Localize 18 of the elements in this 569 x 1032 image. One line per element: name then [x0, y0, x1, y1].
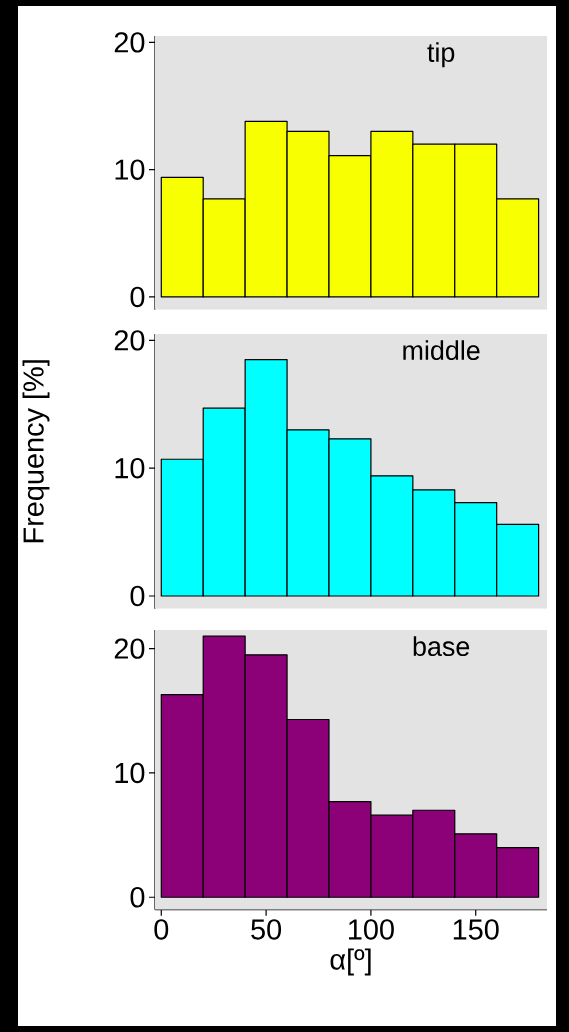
y-axis-title: Frequency [%] [22, 360, 50, 543]
y-tick-label: 0 [130, 585, 145, 607]
chart-title: middle [403, 340, 480, 361]
chart-title: tip [427, 42, 455, 68]
x-tick-label: 150 [453, 919, 499, 940]
y-tick-label: 10 [115, 159, 145, 180]
chart-title: base [413, 636, 470, 657]
y-tick-label: 0 [130, 887, 145, 908]
x-tick-label: 50 [251, 919, 282, 940]
x-tick-label: 100 [349, 919, 394, 940]
y-tick-label: 10 [115, 457, 145, 479]
y-tick-label: 20 [114, 638, 145, 659]
y-tick-label: 0 [130, 286, 145, 308]
y-tick-label: 20 [114, 32, 145, 53]
y-tick-label: 10 [115, 762, 145, 784]
x-axis-title: α[º] [330, 948, 371, 976]
x-tick-label: 0 [154, 919, 169, 940]
y-tick-label: 20 [114, 330, 145, 351]
